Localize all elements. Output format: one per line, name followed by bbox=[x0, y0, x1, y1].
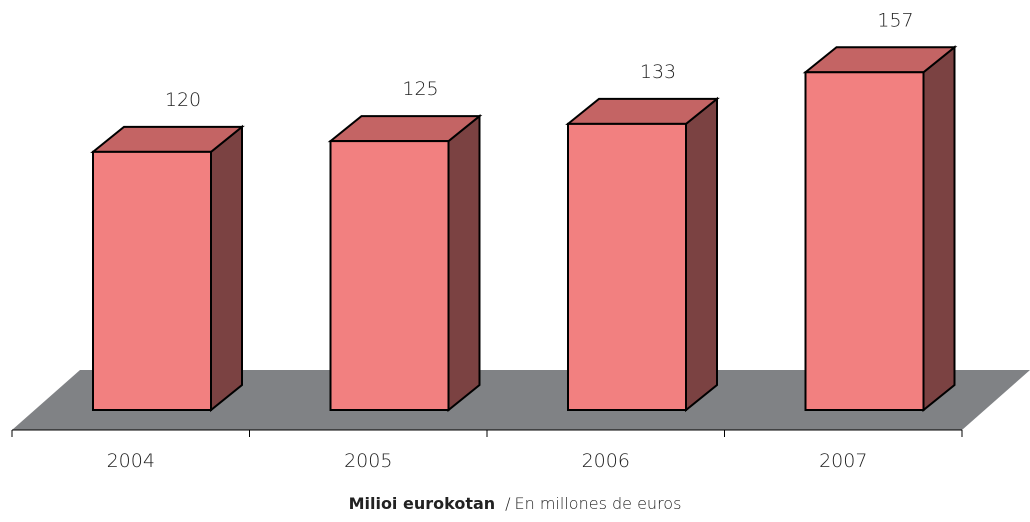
value-label: 125 bbox=[402, 78, 438, 100]
bar-front bbox=[329, 140, 450, 411]
category-label: 2007 bbox=[819, 450, 867, 472]
bars-group bbox=[90, 45, 958, 413]
x-axis-ticks bbox=[11, 430, 963, 437]
value-label: 157 bbox=[877, 9, 913, 31]
category-labels-group: 2004 2005 2006 2007 bbox=[107, 450, 868, 472]
bar-front bbox=[567, 122, 687, 411]
bar-side bbox=[922, 45, 956, 413]
value-label: 120 bbox=[165, 89, 201, 111]
value-label: 133 bbox=[640, 61, 676, 83]
bar-2004 bbox=[90, 124, 245, 413]
bar-2007 bbox=[802, 45, 958, 413]
value-labels-group: 120 125 133 157 bbox=[165, 9, 914, 111]
bar-side bbox=[685, 96, 718, 413]
bar-front bbox=[92, 150, 212, 412]
units-caption: Milioi eurokotan / En millones de euros bbox=[0, 494, 1030, 513]
bar-side bbox=[210, 124, 243, 413]
bar-2005 bbox=[327, 114, 483, 413]
bar-front bbox=[804, 71, 925, 411]
category-label: 2005 bbox=[344, 450, 392, 472]
bar-side bbox=[447, 114, 481, 413]
category-label: 2006 bbox=[582, 450, 630, 472]
caption-separator: / bbox=[505, 494, 511, 513]
chart-floor bbox=[12, 370, 1030, 430]
caption-basque: Milioi eurokotan bbox=[348, 494, 496, 513]
caption-spanish: En millones de euros bbox=[514, 494, 682, 513]
category-label: 2004 bbox=[107, 450, 155, 472]
bar-2006 bbox=[565, 96, 720, 413]
